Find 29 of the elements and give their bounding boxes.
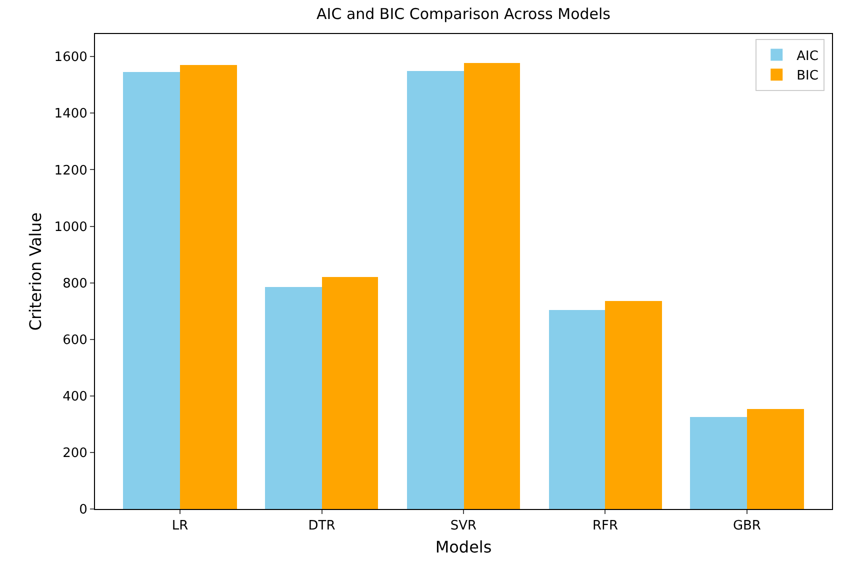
x-tick-label: SVR <box>450 518 477 534</box>
y-tick-label: 1400 <box>54 106 88 122</box>
y-tick-label: 200 <box>62 446 88 461</box>
y-tick-label: 1000 <box>54 220 88 235</box>
bar <box>407 71 464 509</box>
bar <box>747 409 804 509</box>
y-tick-label: 600 <box>62 332 88 348</box>
x-tick-label: GBR <box>732 518 761 534</box>
y-tick-label: 400 <box>62 389 88 404</box>
chart-title: AIC and BIC Comparison Across Models <box>316 4 611 23</box>
legend-label: AIC <box>796 48 818 64</box>
x-tick-label: RFR <box>592 518 618 534</box>
x-tick-label: DTR <box>308 518 336 534</box>
bar <box>123 72 180 509</box>
y-tick-label: 800 <box>62 276 88 292</box>
bar <box>690 417 747 509</box>
y-axis-title: Criterion Value <box>26 212 46 331</box>
y-tick-label: 1200 <box>54 163 88 178</box>
y-tick-label: 1600 <box>54 50 88 66</box>
bar <box>180 65 237 509</box>
bar <box>605 301 662 509</box>
bar <box>265 287 322 509</box>
bar <box>549 310 605 509</box>
y-tick-label: 0 <box>79 502 88 518</box>
x-axis-title: Models <box>435 537 492 556</box>
bar <box>322 277 378 509</box>
legend-label: BIC <box>796 68 818 84</box>
x-tick-label: LR <box>172 518 188 534</box>
bar <box>464 63 520 509</box>
